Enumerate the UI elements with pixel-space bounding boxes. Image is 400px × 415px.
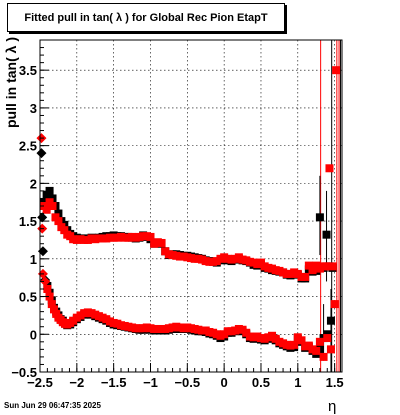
- data-point: [301, 272, 310, 281]
- tick-label-layer: −2.5 −2 −1.5 −1 −0.5 0 0.5 1 1.5 −0.5 0 0.5 1 1.5 2 2.5…: [11, 63, 343, 390]
- y-tick-label: 0: [30, 327, 37, 342]
- data-point: [60, 226, 69, 235]
- x-tick-label: 0.5: [252, 375, 270, 390]
- x-tick-label: −2: [69, 375, 84, 390]
- point-layer: [36, 66, 341, 361]
- x-tick-label: 1.5: [326, 375, 344, 390]
- data-point: [322, 262, 331, 271]
- footer-date: Sun Jun 29 06:47:35 2025: [4, 401, 101, 410]
- data-point: [323, 334, 332, 343]
- y-tick-label: 2: [30, 176, 37, 191]
- x-tick-label: −1: [143, 375, 158, 390]
- data-point: [49, 305, 58, 314]
- y-tick-label: −0.5: [11, 365, 37, 380]
- y-tick-label: 0.5: [19, 290, 37, 305]
- data-point: [297, 336, 306, 345]
- data-point: [43, 285, 52, 293]
- data-point: [326, 316, 335, 325]
- y-tick-label: 3: [30, 101, 37, 116]
- data-point: [328, 262, 337, 271]
- chart-title: Fitted pull in tan( λ ) for Global Rec P…: [7, 3, 285, 32]
- x-tick-label: 0: [221, 375, 228, 390]
- y-tick-label: 2.5: [19, 139, 37, 154]
- data-point: [54, 217, 63, 226]
- y-tick-label: 1.5: [19, 214, 37, 229]
- tick-layer: [39, 39, 343, 373]
- x-tick-label: −2.5: [27, 375, 53, 390]
- data-point: [308, 266, 317, 275]
- data-point: [290, 340, 299, 349]
- data-point: [48, 202, 57, 210]
- data-point: [47, 300, 56, 309]
- data-point: [157, 238, 166, 247]
- data-point: [319, 352, 328, 361]
- data-point-diamond: [40, 276, 51, 287]
- data-point: [326, 345, 335, 354]
- data-point: [45, 292, 54, 301]
- y-axis-title: pull in tan( λ ): [3, 37, 19, 128]
- data-point: [315, 213, 324, 222]
- data-point: [330, 300, 339, 309]
- x-tick-label: 1: [294, 375, 301, 390]
- x-axis-title: η: [328, 398, 337, 415]
- data-point: [304, 261, 313, 270]
- data-point: [42, 205, 51, 214]
- data-point: [315, 337, 324, 346]
- data-point: [312, 346, 321, 355]
- data-point: [325, 164, 334, 173]
- x-tick-label: −0.5: [174, 375, 200, 390]
- x-tick-label: −1.5: [101, 375, 127, 390]
- y-tick-label: 3.5: [19, 63, 37, 78]
- data-point: [322, 230, 331, 239]
- grid-layer: [39, 40, 342, 373]
- data-point: [45, 186, 54, 195]
- y-tick-label: 1: [30, 252, 37, 267]
- plot-frame: [39, 39, 343, 373]
- data-point: [332, 66, 341, 75]
- data-point: [146, 232, 155, 241]
